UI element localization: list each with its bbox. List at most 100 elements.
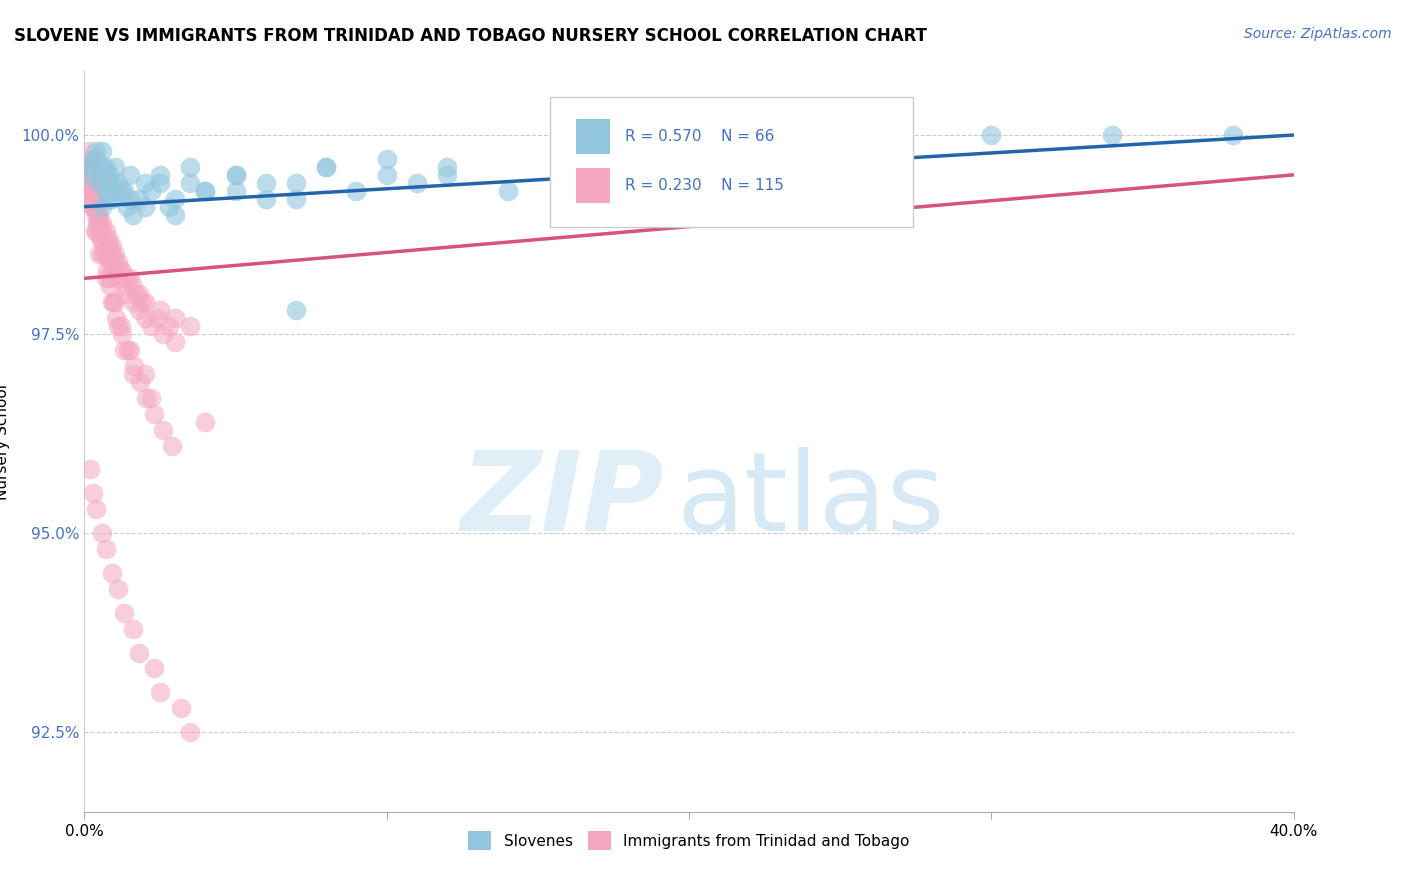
Point <box>115 287 138 301</box>
Point <box>121 279 143 293</box>
Point <box>117 343 139 357</box>
Point <box>75 152 97 166</box>
Point <box>436 168 458 182</box>
Point <box>98 279 121 293</box>
Point <box>179 160 201 174</box>
Point <box>194 184 217 198</box>
Point <box>97 192 120 206</box>
Point <box>107 176 129 190</box>
Point <box>194 184 217 198</box>
Point <box>149 685 172 699</box>
Point <box>165 311 187 326</box>
Point <box>91 144 114 158</box>
Point <box>79 184 101 198</box>
Point <box>100 239 122 253</box>
Point <box>97 239 120 253</box>
Point <box>678 160 700 174</box>
Point <box>157 200 180 214</box>
Point <box>84 192 107 206</box>
Point <box>617 152 640 166</box>
Point <box>76 176 98 190</box>
Point <box>107 319 129 334</box>
Point <box>76 168 98 182</box>
Point <box>89 176 111 190</box>
Point <box>104 247 127 261</box>
Point <box>94 271 117 285</box>
Point <box>82 192 104 206</box>
Point <box>149 303 172 318</box>
Point <box>194 415 217 429</box>
Point <box>84 208 107 222</box>
Text: ZIP: ZIP <box>461 447 665 554</box>
Point <box>128 287 150 301</box>
Point <box>86 144 108 158</box>
Point <box>94 160 117 174</box>
Point <box>100 192 122 206</box>
Point <box>107 255 129 269</box>
Point <box>406 176 429 190</box>
Point <box>738 176 761 190</box>
Point <box>89 208 111 222</box>
Point <box>225 168 247 182</box>
Point <box>160 438 183 452</box>
Point <box>1101 128 1123 142</box>
Point <box>105 311 128 326</box>
Point <box>104 184 127 198</box>
Text: R = 0.230    N = 115: R = 0.230 N = 115 <box>624 178 783 193</box>
Point <box>225 184 247 198</box>
Point <box>134 311 156 326</box>
Point <box>86 502 108 516</box>
Point <box>79 160 101 174</box>
Point <box>80 184 103 198</box>
Point <box>165 334 187 349</box>
FancyBboxPatch shape <box>550 97 912 227</box>
Point <box>80 168 103 182</box>
Point <box>101 263 124 277</box>
Point <box>86 223 108 237</box>
Point <box>315 160 337 174</box>
Point <box>87 216 110 230</box>
Point <box>87 223 110 237</box>
Point <box>91 200 114 214</box>
Point <box>112 184 135 198</box>
Point <box>112 279 135 293</box>
Point <box>101 295 124 310</box>
Point <box>496 184 519 198</box>
Point <box>121 208 143 222</box>
Point <box>285 192 308 206</box>
Point <box>118 271 141 285</box>
Point <box>436 160 458 174</box>
Point <box>134 295 156 310</box>
Point <box>97 231 120 245</box>
Point <box>152 327 174 342</box>
Point <box>285 176 308 190</box>
Point <box>129 375 152 389</box>
Point <box>118 192 141 206</box>
Point <box>86 152 108 166</box>
Point <box>799 144 821 158</box>
Point <box>94 184 117 198</box>
Point <box>94 223 117 237</box>
Point <box>91 247 114 261</box>
Point <box>121 367 143 381</box>
Point <box>375 168 398 182</box>
Point <box>118 343 141 357</box>
Point <box>96 263 118 277</box>
Point <box>134 176 156 190</box>
Point <box>121 295 143 310</box>
Point <box>128 192 150 206</box>
Point <box>90 231 112 245</box>
Point <box>346 184 368 198</box>
Point <box>77 144 100 158</box>
Point <box>100 176 122 190</box>
Point <box>91 223 114 237</box>
Point <box>121 622 143 636</box>
Point <box>115 200 138 214</box>
Point <box>146 311 169 326</box>
FancyBboxPatch shape <box>576 119 610 154</box>
Point <box>254 176 277 190</box>
Point <box>135 391 157 405</box>
Point <box>128 303 150 318</box>
Point <box>225 168 247 182</box>
Point <box>1222 128 1244 142</box>
